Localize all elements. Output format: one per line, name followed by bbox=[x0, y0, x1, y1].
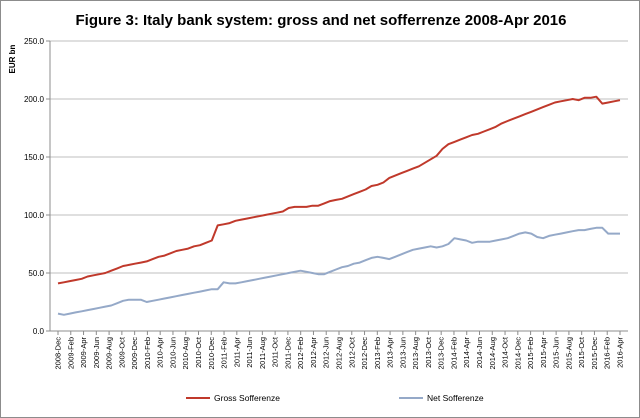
x-tick-label: 2015-Jun bbox=[552, 337, 561, 368]
y-tick-label: 50.0 bbox=[28, 269, 44, 278]
x-tick-label: 2013-Oct bbox=[424, 336, 433, 368]
x-tick-label: 2014-Apr bbox=[462, 337, 471, 368]
y-tick-label: 0.0 bbox=[33, 327, 45, 336]
x-tick-label: 2009-Dec bbox=[130, 337, 139, 370]
x-tick-label: 2012-Jun bbox=[322, 337, 331, 368]
y-tick-label: 150.0 bbox=[24, 153, 45, 162]
x-tick-label: 2009-Apr bbox=[79, 337, 88, 368]
x-tick-label: 2008-Dec bbox=[54, 337, 63, 370]
y-tick-label: 100.0 bbox=[24, 211, 45, 220]
x-tick-label: 2015-Apr bbox=[539, 337, 548, 368]
x-tick-label: 2016-Apr bbox=[616, 337, 625, 368]
x-tick-label: 2011-Feb bbox=[220, 337, 229, 369]
x-tick-label: 2011-Aug bbox=[258, 337, 267, 369]
x-tick-label: 2009-Aug bbox=[105, 337, 114, 370]
x-tick-label: 2009-Jun bbox=[92, 337, 101, 368]
x-tick-label: 2014-Oct bbox=[501, 336, 510, 368]
x-tick-label: 2011-Jun bbox=[245, 337, 254, 368]
x-tick-label: 2014-Aug bbox=[488, 337, 497, 370]
x-axis-ticks: 2008-Dec 2009-Feb 2009-Apr 2009-Jun 2009-Aug… bbox=[54, 331, 625, 370]
x-tick-label: 2010-Oct bbox=[194, 336, 203, 368]
x-tick-label: 2013-Feb bbox=[373, 337, 382, 369]
x-tick-label: 2015-Aug bbox=[564, 337, 573, 370]
x-tick-label: 2010-Jun bbox=[168, 337, 177, 368]
x-tick-label: 2010-Dec bbox=[207, 337, 216, 370]
x-tick-label: 2011-Oct bbox=[271, 336, 280, 367]
legend-label: Net Sofferenze bbox=[427, 393, 484, 403]
gridlines bbox=[50, 40, 628, 274]
series bbox=[57, 95, 621, 316]
x-tick-label: 2013-Dec bbox=[437, 337, 446, 370]
series-line-net bbox=[57, 226, 620, 316]
x-tick-label: 2016-Feb bbox=[603, 337, 612, 369]
x-tick-label: 2014-Dec bbox=[513, 337, 522, 370]
x-tick-label: 2014-Feb bbox=[449, 337, 458, 369]
x-tick-label: 2012-Feb bbox=[296, 337, 305, 369]
y-tick-label: 250.0 bbox=[24, 37, 45, 46]
x-tick-label: 2014-Jun bbox=[475, 337, 484, 368]
x-tick-label: 2011-Dec bbox=[283, 337, 292, 369]
y-tick-label: 200.0 bbox=[24, 95, 45, 104]
series-line-gross bbox=[57, 95, 621, 285]
x-tick-label: 2015-Oct bbox=[577, 336, 586, 368]
legend-label: Gross Sofferenze bbox=[214, 393, 280, 403]
y-axis-label: EUR bn bbox=[8, 44, 17, 73]
x-tick-label: 2015-Feb bbox=[526, 337, 535, 369]
x-tick-label: 2012-Oct bbox=[347, 336, 356, 368]
legend: Gross Sofferenze Net Sofferenze bbox=[186, 393, 484, 403]
chart-title: Figure 3: Italy bank system: gross and n… bbox=[75, 12, 566, 29]
y-axis-ticks: 0.0 50.0 100.0 150.0 200.0 250.0 bbox=[24, 37, 50, 336]
x-tick-label: 2013-Jun bbox=[398, 337, 407, 368]
x-tick-label: 2013-Aug bbox=[411, 337, 420, 370]
x-tick-label: 2012-Dec bbox=[360, 337, 369, 370]
x-tick-label: 2010-Feb bbox=[143, 337, 152, 369]
x-tick-label: 2009-Oct bbox=[117, 336, 126, 368]
x-tick-label: 2015-Dec bbox=[590, 337, 599, 370]
x-tick-label: 2011-Apr bbox=[232, 336, 241, 367]
x-tick-label: 2010-Apr bbox=[156, 337, 165, 368]
x-tick-label: 2009-Feb bbox=[66, 337, 75, 369]
x-tick-label: 2010-Aug bbox=[181, 337, 190, 370]
x-tick-label: 2013-Apr bbox=[386, 337, 395, 368]
x-tick-label: 2012-Aug bbox=[335, 337, 344, 370]
x-tick-label: 2012-Apr bbox=[309, 337, 318, 368]
